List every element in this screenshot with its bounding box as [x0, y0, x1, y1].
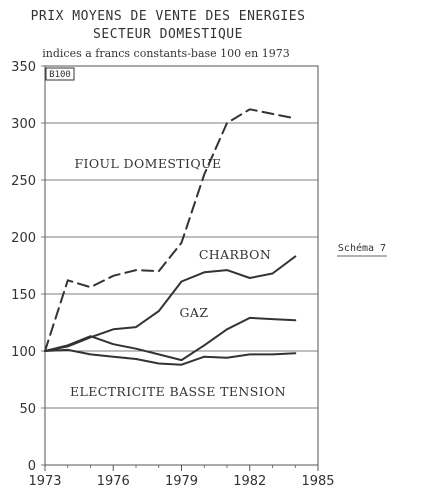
y-tick-label: 150 — [11, 288, 36, 303]
series-line-charbon — [44, 255, 297, 352]
series-label-charbon: CHARBON — [199, 247, 271, 262]
base-index-box-label: B100 — [49, 70, 71, 80]
y-tick-label: 100 — [11, 345, 36, 360]
y-tick-label: 200 — [11, 231, 36, 246]
series-line-electricite — [44, 348, 297, 366]
x-tick-label: 1976 — [97, 474, 130, 489]
series-label-gaz: GAZ — [180, 305, 209, 320]
base-index-box — [45, 67, 75, 81]
schema-label: Schéma 7 — [338, 242, 386, 254]
x-tick-label: 1985 — [301, 474, 334, 489]
y-tick-label: 50 — [19, 402, 36, 417]
series-line-fioul — [44, 108, 297, 352]
y-tick-labels: 0 50 100 150 200 250 300 350 — [11, 60, 36, 474]
grid — [41, 65, 319, 471]
x-tick-label: 1973 — [28, 474, 61, 489]
chart-subtitle: SECTEUR DOMESTIQUE — [93, 27, 243, 42]
plot-frame — [44, 65, 319, 466]
x-tick-label: 1979 — [165, 474, 198, 489]
series-label-electricite: ELECTRICITE BASSE TENSION — [70, 384, 286, 399]
y-tick-label: 350 — [11, 60, 36, 75]
y-tick-label: 250 — [11, 174, 36, 189]
series-label-fioul: FIOUL DOMESTIQUE — [74, 156, 221, 171]
y-tick-label: 0 — [28, 459, 36, 474]
x-tick-labels: 1973 1976 1979 1982 1985 — [28, 474, 334, 489]
chart-note: indices a francs constants-base 100 en 1… — [42, 47, 290, 60]
series-line-gaz — [44, 316, 297, 362]
y-tick-label: 300 — [11, 117, 36, 132]
chart-title: PRIX MOYENS DE VENTE DES ENERGIES — [31, 9, 306, 24]
x-tick-label: 1982 — [233, 474, 266, 489]
series-lines — [44, 108, 297, 366]
